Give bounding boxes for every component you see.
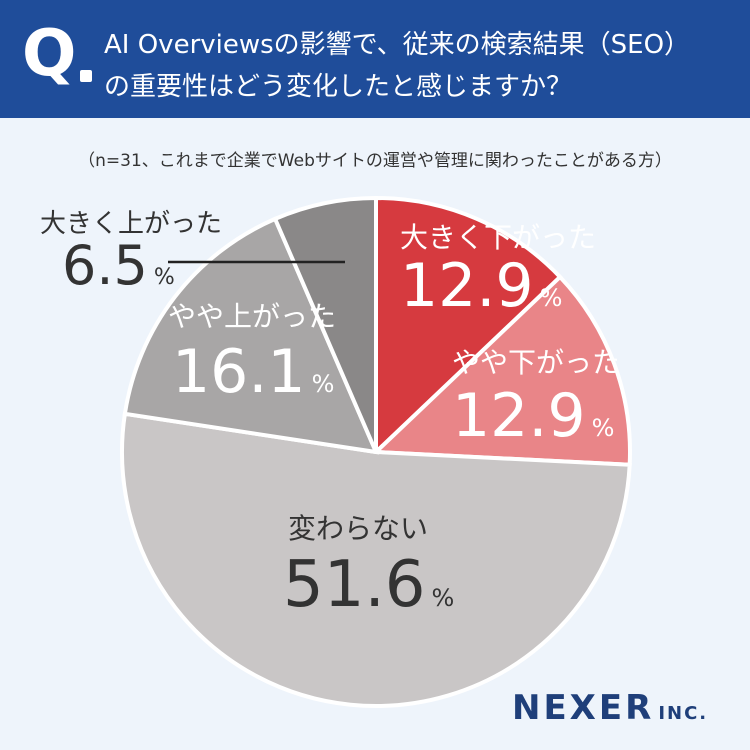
q-mark: Q (22, 17, 77, 91)
brand-suffix: INC. (658, 703, 709, 724)
brand-name: NEXER (512, 688, 655, 728)
slice-big-down (374, 195, 563, 457)
slice-same (120, 411, 632, 708)
slice-value-down: 12.9% (452, 381, 614, 451)
slice-value-same: 51.6% (283, 548, 454, 622)
slice-label-down: やや下がった (452, 346, 620, 379)
sample-note: （n=31、これまで企業でWebサイトの運営や管理に関わったことがある方） (78, 151, 672, 171)
question-header: Q AI Overviewsの影響で、従来の検索結果（SEO） の重要性はどう変… (0, 0, 750, 118)
slice-value-big-down: 12.9% (400, 251, 562, 321)
slice-label-big-down: 大きく下がった (400, 221, 596, 254)
question-line-2: の重要性はどう変化したと感じますか？ (104, 72, 573, 102)
slice-label-big-up: 大きく上がった (40, 209, 222, 239)
slice-label-same: 変わらない (288, 512, 428, 545)
slice-value-up: 16.1% (172, 337, 334, 407)
brand-logo: NEXER INC. (512, 688, 708, 728)
slice-value-big-up: 6.5% (62, 234, 175, 297)
slice-label-up: やや上がった (168, 300, 336, 333)
question-line-1: AI Overviewsの影響で、従来の検索結果（SEO） (104, 30, 691, 60)
slice-up (122, 216, 380, 455)
slice-down (371, 274, 632, 467)
q-dot (80, 70, 92, 82)
